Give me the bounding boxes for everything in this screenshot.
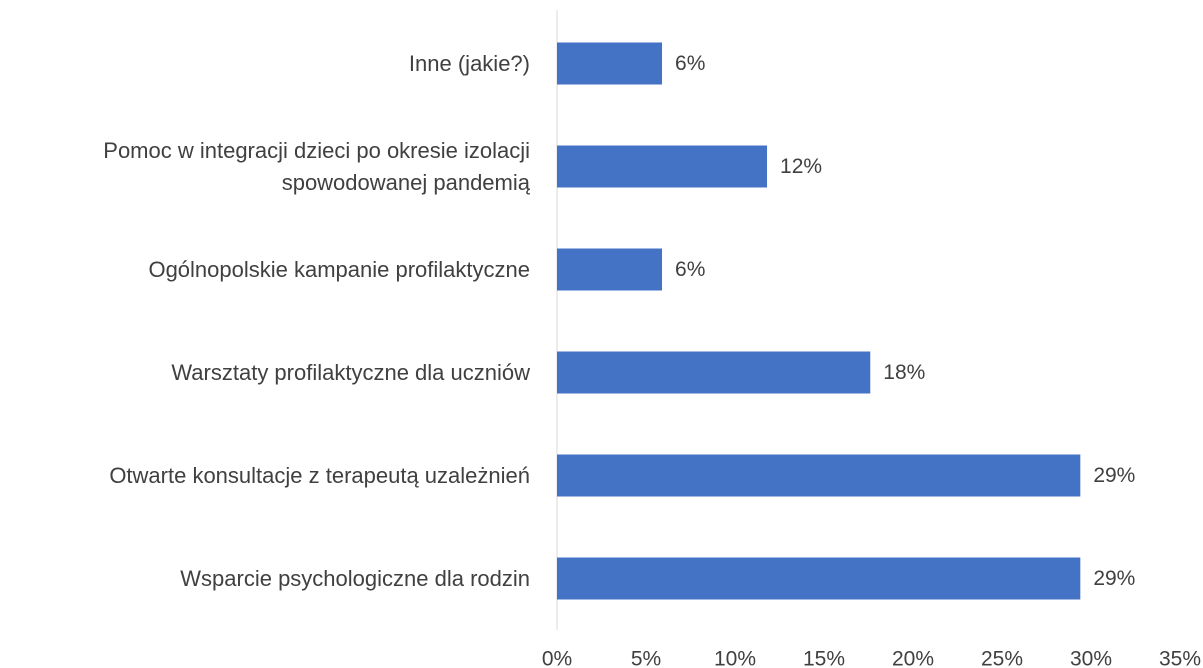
category-label: Warsztaty profilaktyczne dla uczniów xyxy=(171,359,530,385)
bar xyxy=(557,454,1081,497)
bar xyxy=(557,557,1081,600)
category-label: Inne (jakie?) xyxy=(408,50,530,76)
data-label: 6% xyxy=(675,258,705,281)
category-label: Ogólnopolskie kampanie profilaktyczne xyxy=(148,256,530,282)
bar xyxy=(557,248,663,291)
category-label: Wsparcie psychologiczne dla rodzin xyxy=(180,565,530,591)
bar xyxy=(557,145,768,188)
x-tick-label: 15% xyxy=(803,648,845,668)
data-label: 29% xyxy=(1093,464,1135,487)
x-tick-label: 25% xyxy=(981,648,1023,668)
data-label: 18% xyxy=(883,361,925,384)
x-tick-label: 20% xyxy=(892,648,934,668)
x-tick-label: 35% xyxy=(1159,648,1201,668)
bar xyxy=(557,351,871,394)
bar xyxy=(557,42,663,85)
category-label: Otwarte konsultacje z terapeutą uzależni… xyxy=(109,462,530,488)
x-tick-label: 5% xyxy=(631,648,661,668)
category-label: Pomoc w integracji dzieci po okresie izo… xyxy=(103,137,530,195)
x-tick-label: 0% xyxy=(542,648,572,668)
data-label: 29% xyxy=(1093,567,1135,590)
x-tick-label: 10% xyxy=(714,648,756,668)
data-label: 12% xyxy=(780,155,822,178)
data-label: 6% xyxy=(675,52,705,75)
x-tick-label: 30% xyxy=(1070,648,1112,668)
